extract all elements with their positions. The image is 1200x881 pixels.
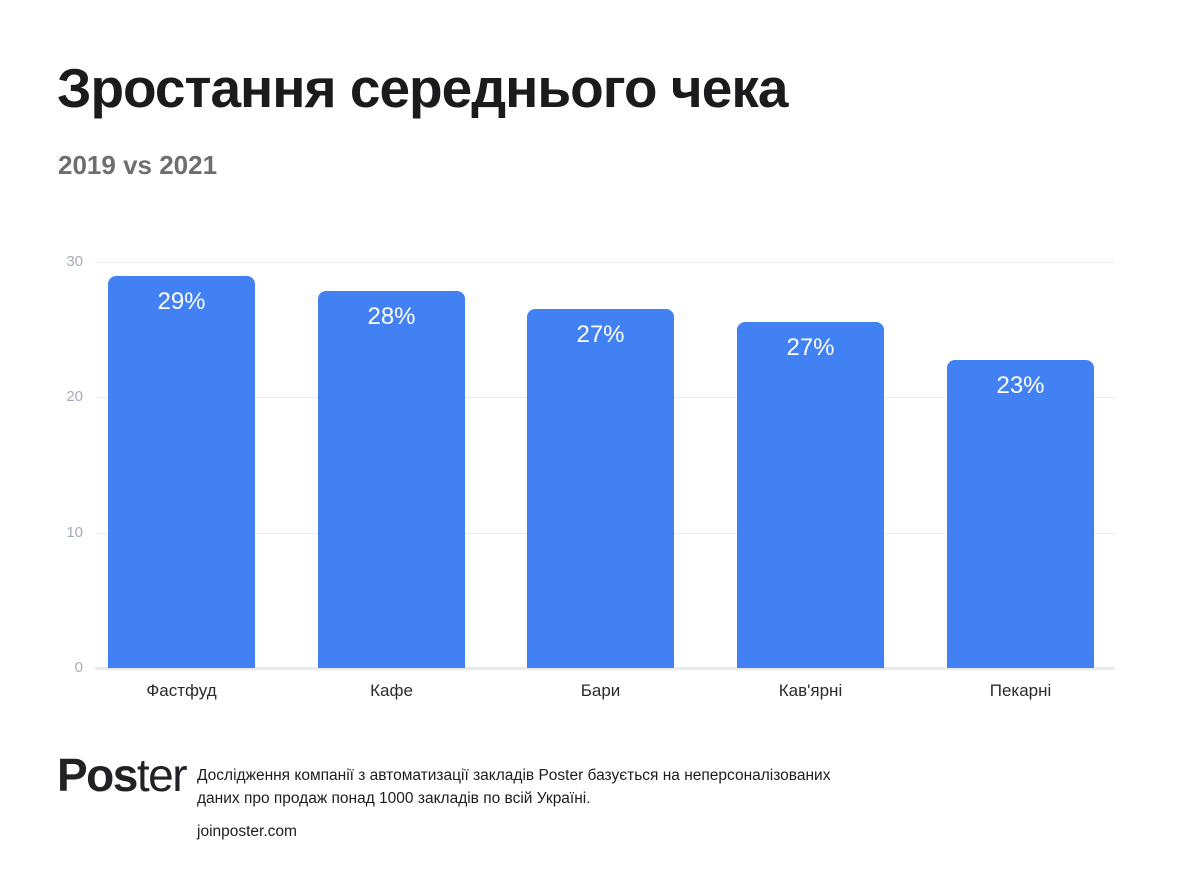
bar-value-label: 23% <box>996 372 1045 399</box>
bar-4: 27% <box>737 322 884 668</box>
bar-value-label: 27% <box>786 334 835 361</box>
bar-2: 28% <box>318 291 465 668</box>
y-tick-label-0: 0 <box>74 659 83 676</box>
x-axis-line <box>95 666 1115 670</box>
bar-value-label: 27% <box>576 321 625 348</box>
y-tick-label-10: 10 <box>66 523 83 541</box>
bar-1: 29% <box>108 276 255 668</box>
category-label-3: Бари <box>580 681 621 700</box>
bar-3: 27% <box>527 309 674 668</box>
poster-logo-bold: Pos <box>57 749 138 801</box>
category-label-4: Кав'ярні <box>778 681 843 700</box>
research-description-line1: Дослідження компанії з автоматизації зак… <box>197 767 831 784</box>
y-tick-label-30: 30 <box>66 253 83 271</box>
page-title: Зростання середнього чека <box>57 57 788 119</box>
website-link[interactable]: joinposter.com <box>197 823 297 840</box>
bar-chart: 0 10 20 30 29% Фастфуд 28% Кафе 27% Бари 27% Кав'яр… <box>66 253 1115 710</box>
page-subtitle: 2019 vs 2021 <box>58 150 218 180</box>
category-label-2: Кафе <box>370 681 413 700</box>
research-description-line2: даних про продаж понад 1000 закладів по … <box>197 790 591 807</box>
research-description: Дослідження компанії з автоматизації зак… <box>197 764 830 810</box>
category-label-5: Пекарні <box>989 681 1052 700</box>
bar-value-label: 29% <box>157 288 206 315</box>
gridline-30 <box>95 262 1115 264</box>
poster-logo-light: ter <box>136 749 188 801</box>
bar-value-label: 28% <box>367 303 416 330</box>
bar-5: 23% <box>947 360 1094 668</box>
y-tick-label-20: 20 <box>66 388 83 406</box>
category-label-1: Фастфуд <box>146 681 217 700</box>
poster-logo: Poster <box>57 749 188 801</box>
